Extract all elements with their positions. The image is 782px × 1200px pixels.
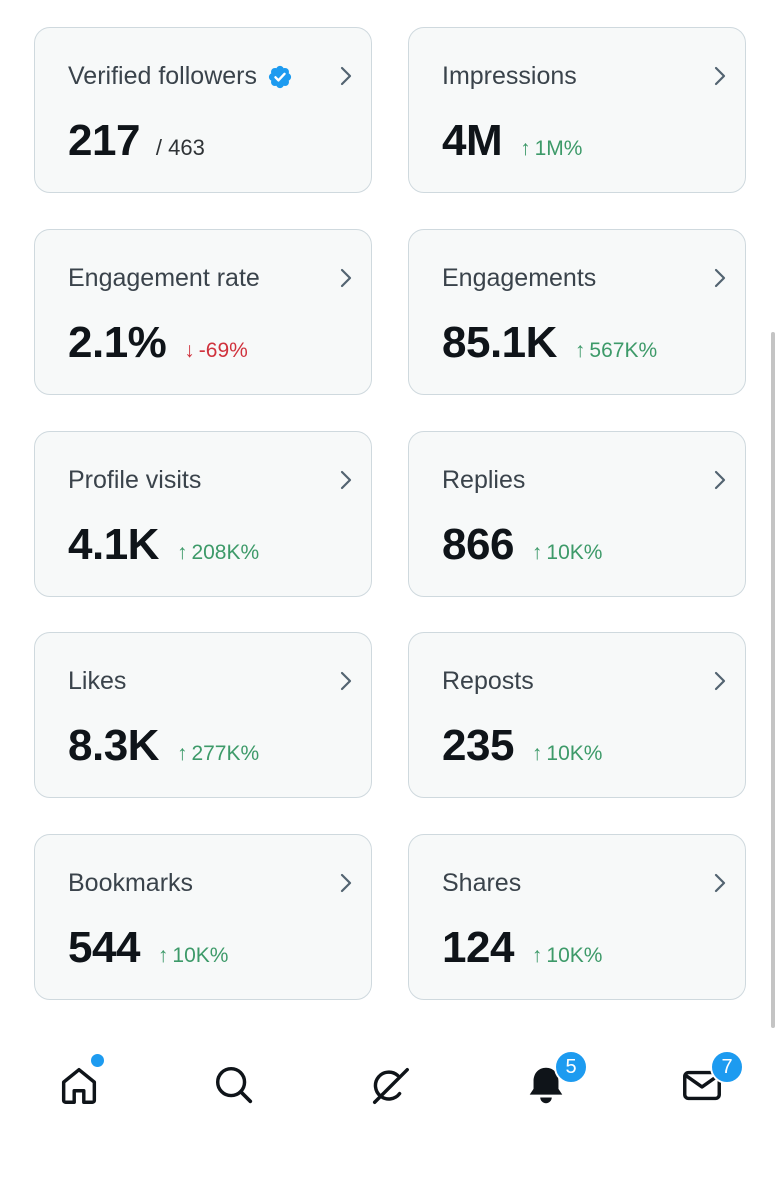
search-icon — [215, 1066, 253, 1104]
metric-value-row: 217 / 463 — [68, 116, 205, 166]
metric-card-profile-visits[interactable]: Profile visits 4.1K ↑ 208K% — [34, 431, 372, 597]
metric-card-engagement-rate[interactable]: Engagement rate 2.1% ↓ -69% — [34, 229, 372, 395]
verified-badge-icon — [268, 65, 292, 88]
metric-value: 85.1K — [442, 318, 557, 367]
chevron-right-icon — [340, 873, 352, 893]
metric-value-row: 866 ↑ 10K% — [442, 520, 602, 570]
metric-delta: ↑ 208K% — [176, 541, 260, 564]
metric-delta: ↑ 10K% — [531, 742, 603, 765]
chevron-right-icon — [340, 671, 352, 691]
bottom-nav-bar: 5 7 — [0, 1040, 782, 1140]
metric-total: / 463 — [155, 135, 205, 160]
arrow-down-icon: ↓ — [184, 339, 195, 362]
metric-title: Engagements — [442, 264, 597, 292]
metric-delta: ↑ 10K% — [157, 944, 229, 967]
chevron-right-icon — [714, 66, 726, 86]
unread-dot — [89, 1052, 106, 1069]
metric-card-likes[interactable]: Likes 8.3K ↑ 277K% — [34, 632, 372, 798]
metric-value-row: 124 ↑ 10K% — [442, 923, 602, 973]
arrow-up-icon: ↑ — [531, 541, 543, 564]
arrow-up-icon: ↑ — [574, 339, 586, 362]
metric-value-row: 4M ↑ 1M% — [442, 116, 582, 166]
arrow-up-icon: ↑ — [176, 742, 188, 765]
nav-notifications[interactable]: 5 — [501, 1040, 591, 1130]
chevron-right-icon — [340, 66, 352, 86]
metric-value-row: 235 ↑ 10K% — [442, 721, 602, 771]
chevron-right-icon — [340, 470, 352, 490]
metric-value: 866 — [442, 520, 514, 569]
metric-delta: ↑ 1M% — [520, 137, 583, 160]
metric-value-row: 544 ↑ 10K% — [68, 923, 228, 973]
bell-icon — [529, 1067, 563, 1104]
metric-value: 217 — [68, 116, 140, 165]
metric-title: Engagement rate — [68, 264, 260, 292]
metric-card-shares[interactable]: Shares 124 ↑ 10K% — [408, 834, 746, 1000]
nav-search[interactable] — [189, 1040, 279, 1130]
metric-title: Shares — [442, 869, 522, 897]
chevron-right-icon — [714, 671, 726, 691]
mail-icon — [683, 1070, 721, 1101]
nav-home[interactable] — [34, 1040, 124, 1130]
message-count-badge: 7 — [710, 1050, 744, 1084]
metric-value-row: 4.1K ↑ 208K% — [68, 520, 259, 570]
metric-title: Likes — [68, 667, 127, 695]
metric-card-reposts[interactable]: Reposts 235 ↑ 10K% — [408, 632, 746, 798]
metric-card-impressions[interactable]: Impressions 4M ↑ 1M% — [408, 27, 746, 193]
grok-icon — [372, 1067, 409, 1104]
metric-title: Impressions — [442, 62, 577, 90]
metric-title: Replies — [442, 466, 526, 494]
chevron-right-icon — [714, 873, 726, 893]
nav-grok[interactable] — [345, 1040, 435, 1130]
metric-card-replies[interactable]: Replies 866 ↑ 10K% — [408, 431, 746, 597]
metric-card-bookmarks[interactable]: Bookmarks 544 ↑ 10K% — [34, 834, 372, 1000]
metric-title: Verified followers — [68, 62, 293, 91]
metric-value: 124 — [442, 923, 514, 972]
metric-value-row: 2.1% ↓ -69% — [68, 318, 248, 368]
notification-count-badge: 5 — [554, 1050, 588, 1084]
metric-value: 544 — [68, 923, 140, 972]
home-icon — [61, 1067, 97, 1104]
chevron-right-icon — [340, 268, 352, 288]
scrollbar[interactable] — [771, 332, 775, 1028]
metric-delta: ↑ 10K% — [531, 944, 603, 967]
arrow-up-icon: ↑ — [157, 944, 169, 967]
metric-value: 4.1K — [68, 520, 159, 569]
metric-title: Bookmarks — [68, 869, 194, 897]
metric-value-row: 85.1K ↑ 567K% — [442, 318, 657, 368]
metric-value: 2.1% — [68, 318, 167, 367]
arrow-up-icon: ↑ — [520, 137, 531, 160]
metric-card-verified-followers[interactable]: Verified followers 217 / 463 — [34, 27, 372, 193]
metric-delta: ↓ -69% — [184, 339, 248, 362]
metric-card-engagements[interactable]: Engagements 85.1K ↑ 567K% — [408, 229, 746, 395]
metric-delta: ↑ 567K% — [574, 339, 658, 362]
metric-title: Profile visits — [68, 466, 202, 494]
metric-value: 4M — [442, 116, 503, 165]
metric-title: Reposts — [442, 667, 534, 695]
arrow-up-icon: ↑ — [531, 944, 543, 967]
arrow-up-icon: ↑ — [531, 742, 543, 765]
chevron-right-icon — [714, 268, 726, 288]
arrow-up-icon: ↑ — [176, 541, 188, 564]
metric-delta: ↑ 10K% — [531, 541, 603, 564]
metric-value-row: 8.3K ↑ 277K% — [68, 721, 259, 771]
chevron-right-icon — [714, 470, 726, 490]
metric-value: 8.3K — [68, 721, 159, 770]
nav-messages[interactable]: 7 — [657, 1040, 747, 1130]
metric-value: 235 — [442, 721, 514, 770]
metric-delta: ↑ 277K% — [176, 742, 260, 765]
